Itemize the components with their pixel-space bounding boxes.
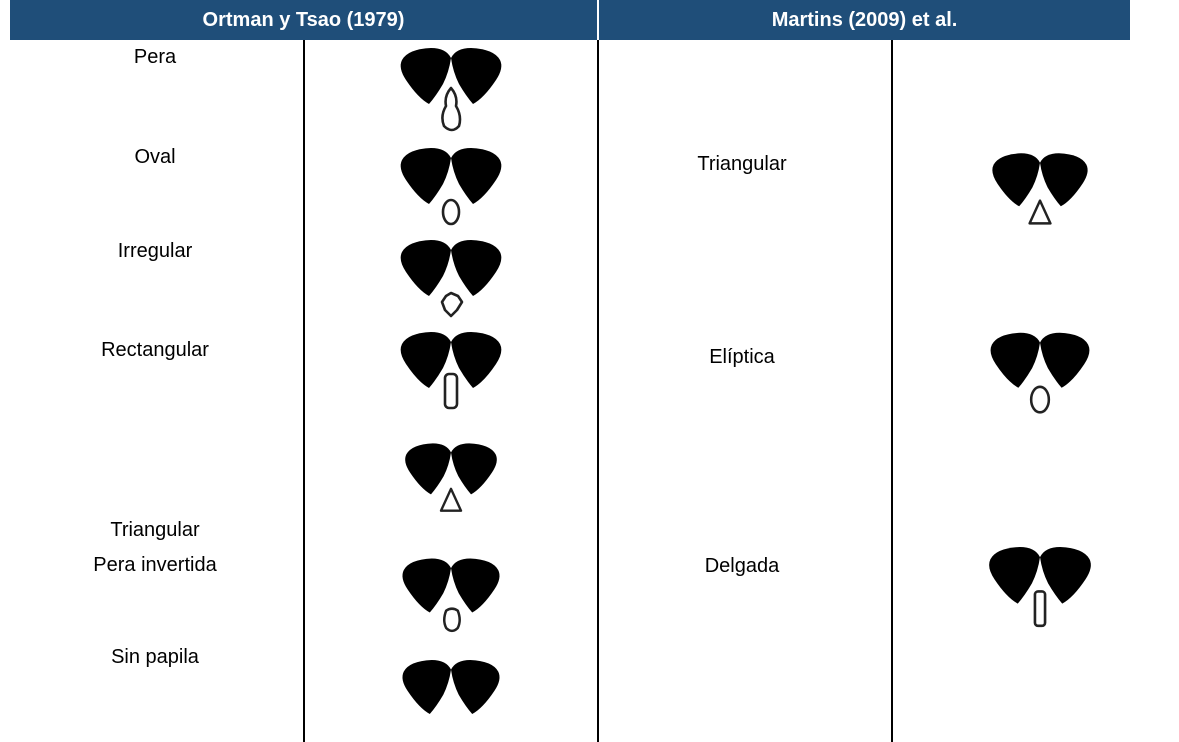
header-right: Martins (2009) et al. — [599, 0, 1130, 40]
icon-triangular — [405, 443, 497, 512]
icon-pera-invertida — [402, 558, 500, 633]
row-label: Elíptica — [709, 346, 775, 368]
header-left: Ortman y Tsao (1979) — [10, 0, 597, 40]
icon-triangular — [992, 153, 1088, 225]
row-label: Delgada — [704, 555, 780, 577]
icon-pera — [400, 48, 502, 132]
icon-eliptica — [990, 332, 1090, 414]
row-label: Irregular — [117, 240, 193, 262]
icon-delgada — [989, 547, 1091, 628]
row-label: Pera — [133, 46, 177, 68]
row-label: Pera invertida — [93, 554, 217, 576]
row-label: Triangular — [697, 153, 787, 175]
row-label: Triangular — [110, 519, 200, 541]
row-label: Rectangular — [101, 339, 209, 361]
icon-rectangular — [400, 332, 502, 410]
row-label: Sin papila — [111, 646, 199, 668]
divider — [303, 40, 305, 742]
divider — [891, 40, 893, 742]
icon-irregular — [400, 240, 502, 318]
icon-sin-papila — [402, 660, 500, 715]
icon-oval — [400, 148, 502, 226]
divider — [597, 40, 599, 742]
row-label: Oval — [134, 146, 176, 168]
